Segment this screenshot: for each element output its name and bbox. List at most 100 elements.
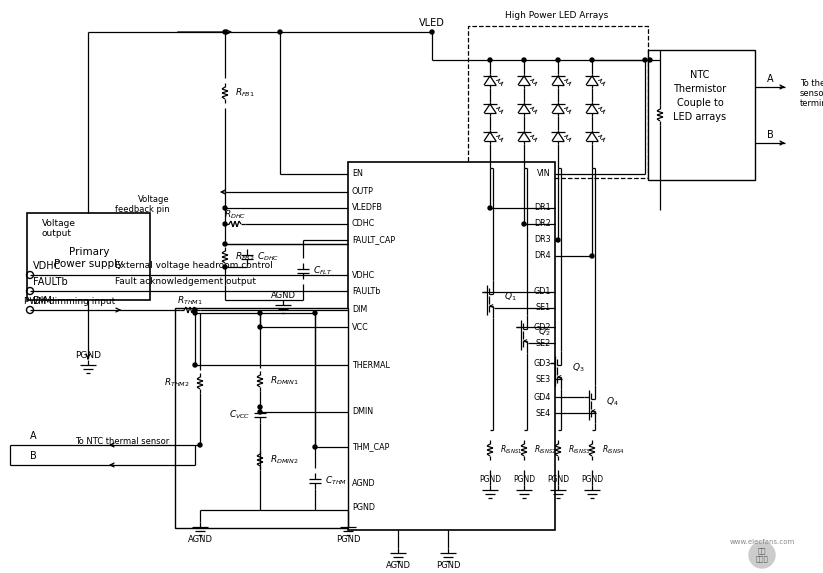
Text: FAULTb: FAULTb	[33, 277, 67, 287]
Text: PGND: PGND	[547, 476, 569, 485]
Circle shape	[430, 30, 434, 34]
Text: FAULTb: FAULTb	[352, 286, 380, 296]
Circle shape	[313, 445, 317, 449]
Text: GD3: GD3	[533, 359, 551, 367]
Text: To thermal: To thermal	[800, 79, 823, 88]
Text: $R_{ISNS1}$: $R_{ISNS1}$	[500, 444, 523, 456]
Circle shape	[643, 58, 647, 62]
Text: PGND: PGND	[352, 504, 375, 512]
Text: PGND: PGND	[479, 476, 501, 485]
Text: SE2: SE2	[536, 339, 551, 347]
Text: $C_{THM}$: $C_{THM}$	[325, 475, 347, 487]
Text: VDHC: VDHC	[352, 270, 375, 280]
Text: EN: EN	[352, 170, 363, 179]
Text: To NTC thermal sensor: To NTC thermal sensor	[75, 438, 170, 446]
Circle shape	[258, 405, 262, 409]
Text: $C_{DHC}$: $C_{DHC}$	[257, 251, 279, 263]
Text: $Q_1$: $Q_1$	[504, 291, 517, 303]
Text: PGND: PGND	[336, 536, 360, 544]
Text: DR1: DR1	[534, 203, 551, 213]
Text: $R_{THM1}$: $R_{THM1}$	[177, 295, 203, 307]
Circle shape	[488, 206, 492, 210]
Circle shape	[223, 265, 227, 269]
Text: Power supply: Power supply	[54, 259, 123, 269]
Text: OUTP: OUTP	[352, 187, 374, 197]
Text: Voltage: Voltage	[138, 195, 170, 205]
Bar	[27, 213, 150, 300]
Text: THERMAL: THERMAL	[352, 360, 390, 370]
Circle shape	[223, 242, 227, 246]
Text: LED arrays: LED arrays	[673, 112, 727, 122]
Circle shape	[193, 308, 197, 312]
Text: VCC: VCC	[352, 323, 369, 332]
Bar	[175, 308, 348, 528]
Text: VLED: VLED	[419, 18, 445, 28]
Text: SE1: SE1	[536, 304, 551, 312]
Text: $R_{ISNS3}$: $R_{ISNS3}$	[568, 444, 591, 456]
Circle shape	[648, 58, 652, 62]
Text: DMIN: DMIN	[352, 407, 373, 417]
Text: $R_{DMIN2}$: $R_{DMIN2}$	[270, 454, 299, 466]
Circle shape	[556, 58, 560, 62]
Text: output: output	[42, 229, 72, 237]
Text: A: A	[30, 431, 37, 441]
Text: Voltage: Voltage	[42, 219, 76, 229]
Text: Primary: Primary	[69, 247, 109, 257]
Text: $R_{FB2}$: $R_{FB2}$	[235, 251, 254, 263]
Circle shape	[198, 443, 202, 447]
Text: terminals: terminals	[800, 99, 823, 108]
Text: DIM: DIM	[352, 305, 367, 315]
Text: www.elecfans.com: www.elecfans.com	[729, 539, 795, 545]
Text: AGND: AGND	[385, 560, 411, 570]
Text: THM_CAP: THM_CAP	[352, 442, 389, 452]
Text: Fault acknowledgement output: Fault acknowledgement output	[115, 277, 256, 286]
Bar	[348, 162, 555, 530]
Text: 电子
发烧友: 电子 发烧友	[756, 548, 769, 562]
Text: PGND: PGND	[435, 560, 460, 570]
Text: $R_{ISNS2}$: $R_{ISNS2}$	[534, 444, 556, 456]
Text: $C_{FLT}$: $C_{FLT}$	[313, 265, 332, 277]
Text: AGND: AGND	[352, 480, 375, 489]
Text: PWM dimming input: PWM dimming input	[24, 296, 115, 305]
Text: Thermistor: Thermistor	[673, 84, 727, 94]
Text: $R_{THM2}$: $R_{THM2}$	[165, 377, 190, 389]
Text: feedback pin: feedback pin	[115, 206, 170, 214]
Text: NTC: NTC	[690, 70, 709, 80]
Text: DR2: DR2	[534, 219, 551, 229]
Bar	[648, 50, 755, 180]
Text: B: B	[30, 451, 37, 461]
Circle shape	[258, 311, 262, 315]
Circle shape	[488, 58, 492, 62]
Text: DR4: DR4	[534, 252, 551, 261]
Text: VDHC: VDHC	[33, 261, 62, 271]
Text: GD1: GD1	[533, 288, 551, 296]
Text: $Q_3$: $Q_3$	[572, 362, 584, 374]
Text: $R_{DHC}$: $R_{DHC}$	[224, 209, 246, 221]
Text: AGND: AGND	[271, 291, 295, 300]
Text: FAULT_CAP: FAULT_CAP	[352, 236, 395, 245]
Circle shape	[223, 206, 227, 210]
Circle shape	[278, 30, 282, 34]
Text: External voltage headroom control: External voltage headroom control	[115, 261, 272, 270]
Text: Couple to: Couple to	[677, 98, 723, 108]
Text: $R_{DMIN1}$: $R_{DMIN1}$	[270, 375, 299, 387]
Text: DR3: DR3	[534, 236, 551, 245]
Circle shape	[223, 30, 227, 34]
Text: $Q_2$: $Q_2$	[538, 325, 551, 338]
Text: B: B	[767, 130, 774, 140]
Circle shape	[749, 542, 775, 568]
Circle shape	[223, 222, 227, 226]
Text: $Q_4$: $Q_4$	[606, 396, 619, 408]
Bar	[468, 26, 648, 178]
Text: $R_{ISNS4}$: $R_{ISNS4}$	[602, 444, 625, 456]
Text: $C_{VCC}$: $C_{VCC}$	[229, 409, 250, 421]
Circle shape	[193, 363, 197, 367]
Text: CDHC: CDHC	[352, 219, 375, 229]
Text: SE4: SE4	[536, 409, 551, 418]
Circle shape	[556, 238, 560, 242]
Text: AGND: AGND	[188, 536, 212, 544]
Text: sensor: sensor	[800, 88, 823, 97]
Text: PGND: PGND	[513, 476, 535, 485]
Circle shape	[258, 325, 262, 329]
Text: PGND: PGND	[75, 351, 101, 359]
